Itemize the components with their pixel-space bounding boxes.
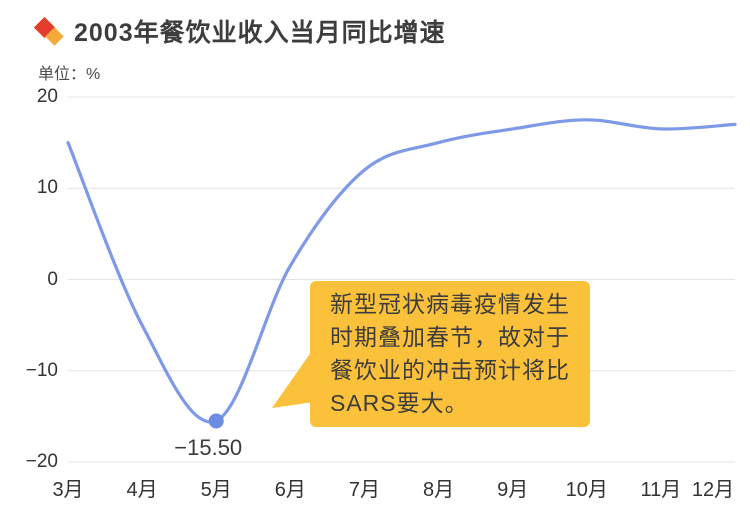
chart-header: 2003年餐饮业收入当月同比增速 [33, 13, 446, 49]
x-tick-label: 8月 [422, 479, 455, 501]
x-tick-label: 4月 [126, 479, 158, 501]
x-tick-label: 12月 [691, 479, 735, 501]
x-tick-label: 9月 [497, 479, 529, 501]
chart-title: 2003年餐饮业收入当月同比增速 [74, 19, 446, 47]
annotation-callout: 新型冠状病毒疫情发生 时期叠加春节，故对于 餐饮业的冲击预计将比 SARS要大。 [310, 281, 590, 427]
unit-label: 单位：% [38, 66, 101, 83]
data-point-marker [208, 413, 224, 429]
x-tick-label: 7月 [348, 479, 380, 501]
callout-tail-shape [272, 348, 314, 408]
series-line [66, 118, 737, 424]
y-tick-label: 20 [36, 86, 58, 107]
x-tick-label: 10月 [565, 479, 608, 501]
y-tick-label: −20 [25, 451, 58, 472]
x-tick-label: 3月 [52, 479, 84, 501]
x-tick-label: 5月 [200, 479, 232, 501]
x-tick-label: 11月 [640, 479, 682, 501]
y-tick-label: 10 [36, 177, 58, 199]
callout-tail [272, 348, 314, 408]
x-tick-label: 6月 [274, 479, 306, 501]
y-tick-label: −10 [25, 359, 58, 381]
y-tick-label: 0 [47, 268, 58, 290]
data-point-label: −15.50 [174, 434, 243, 460]
